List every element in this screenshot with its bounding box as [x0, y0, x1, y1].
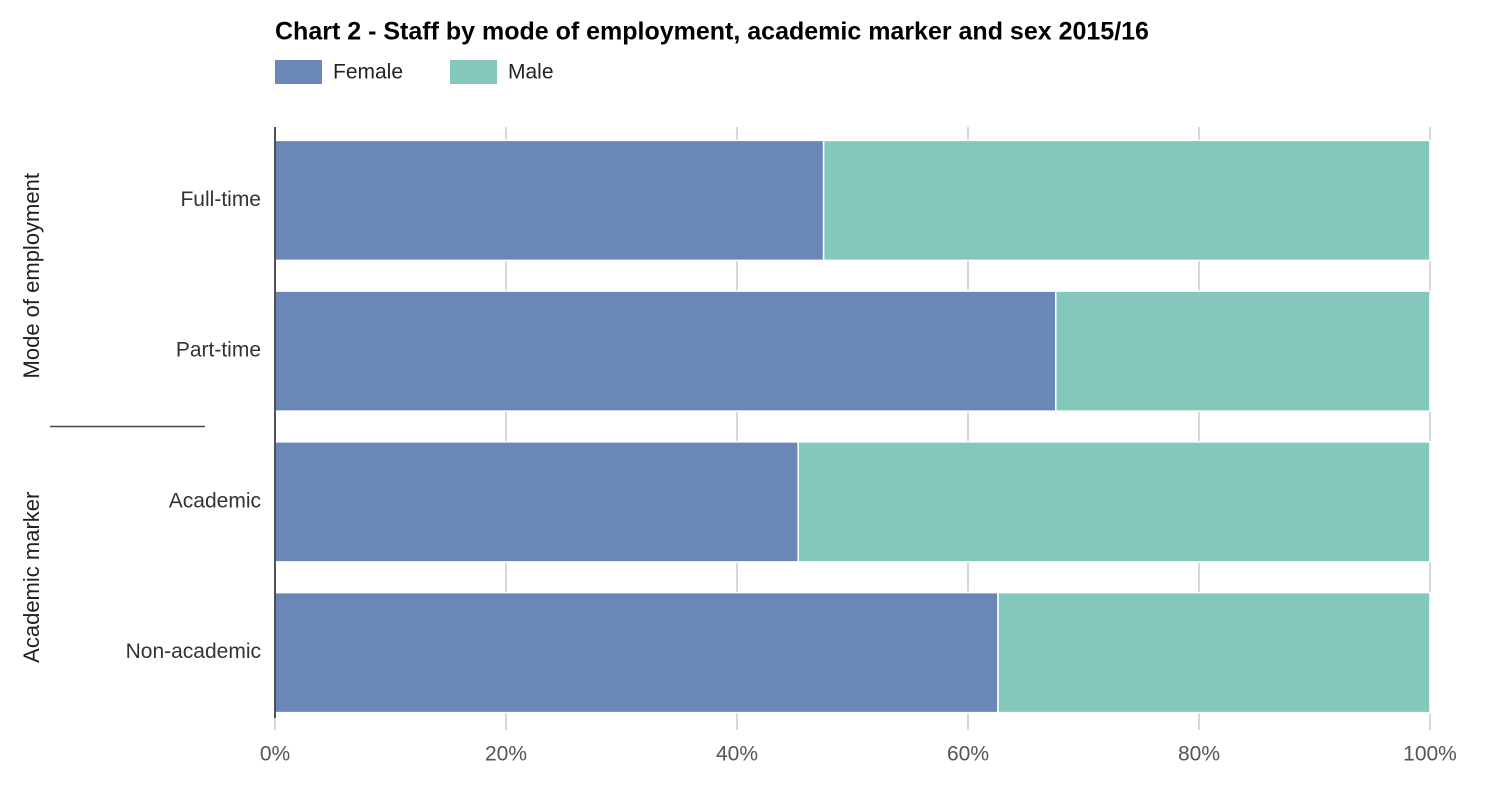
bar-segment [1055, 290, 1431, 412]
bar-segment [274, 591, 999, 714]
y-tick-label: Full-time [180, 188, 261, 211]
bar-segment [274, 290, 1057, 412]
y-tick-label: Part-time [176, 339, 261, 362]
x-tick-label: 0% [260, 743, 290, 766]
legend-label: Female [333, 61, 403, 84]
x-tick-label: 40% [716, 743, 758, 766]
x-tick-label: 20% [485, 743, 527, 766]
x-tick-label: 100% [1403, 743, 1457, 766]
legend-swatch [275, 60, 322, 84]
group-label: Mode of employment [19, 173, 44, 378]
bar-segment [274, 441, 799, 563]
bar-segment [797, 441, 1431, 563]
x-tick-label: 60% [947, 743, 989, 766]
chart-title: Chart 2 - Staff by mode of employment, a… [275, 18, 1149, 46]
x-tick-label: 80% [1178, 743, 1220, 766]
group-label: Academic marker [19, 492, 44, 663]
legend-swatch [450, 60, 497, 84]
bar-segment [274, 139, 825, 262]
bar-segment [822, 139, 1431, 262]
legend-label: Male [508, 61, 554, 84]
y-tick-label: Academic [169, 489, 261, 512]
y-tick-label: Non-academic [126, 640, 261, 663]
bar-segment [997, 591, 1431, 714]
